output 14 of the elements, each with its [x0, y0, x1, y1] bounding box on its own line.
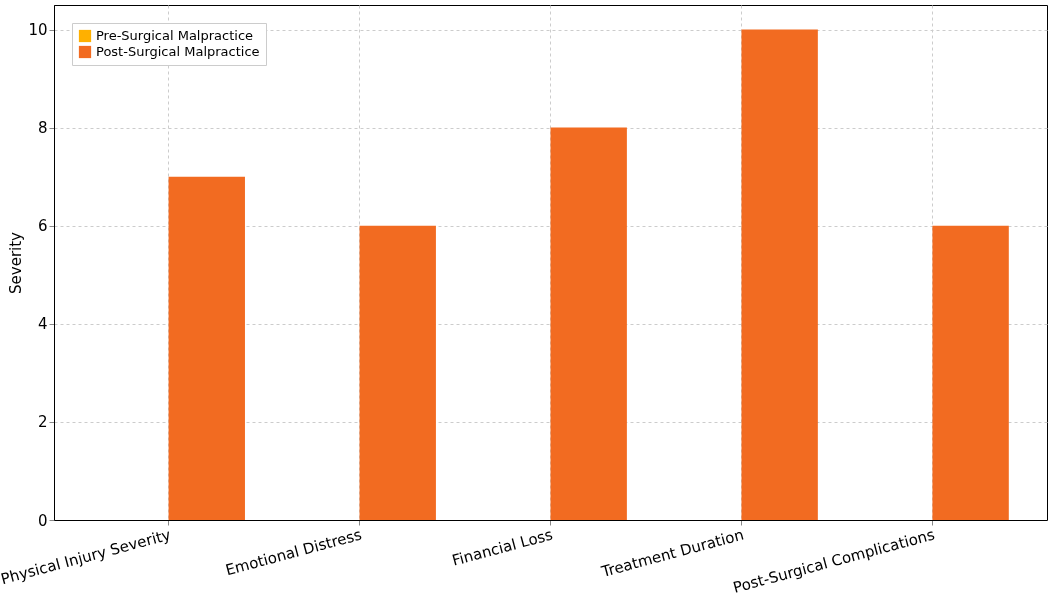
y-tick-label: 0	[37, 511, 48, 530]
y-tick-label: 4	[37, 315, 48, 334]
legend-label: Pre-Surgical Malpractice	[96, 28, 254, 43]
y-tick-label: 2	[37, 413, 48, 432]
bar	[550, 127, 627, 520]
y-tick-label: 10	[28, 21, 48, 40]
y-tick-label: 6	[37, 217, 48, 236]
bar	[168, 176, 245, 520]
bar	[932, 225, 1009, 520]
y-axis-title: Severity	[7, 231, 26, 294]
bar	[359, 225, 436, 520]
bar	[741, 29, 818, 520]
legend-label: Post-Surgical Malpractice	[96, 44, 260, 59]
y-tick-label: 8	[37, 119, 48, 138]
